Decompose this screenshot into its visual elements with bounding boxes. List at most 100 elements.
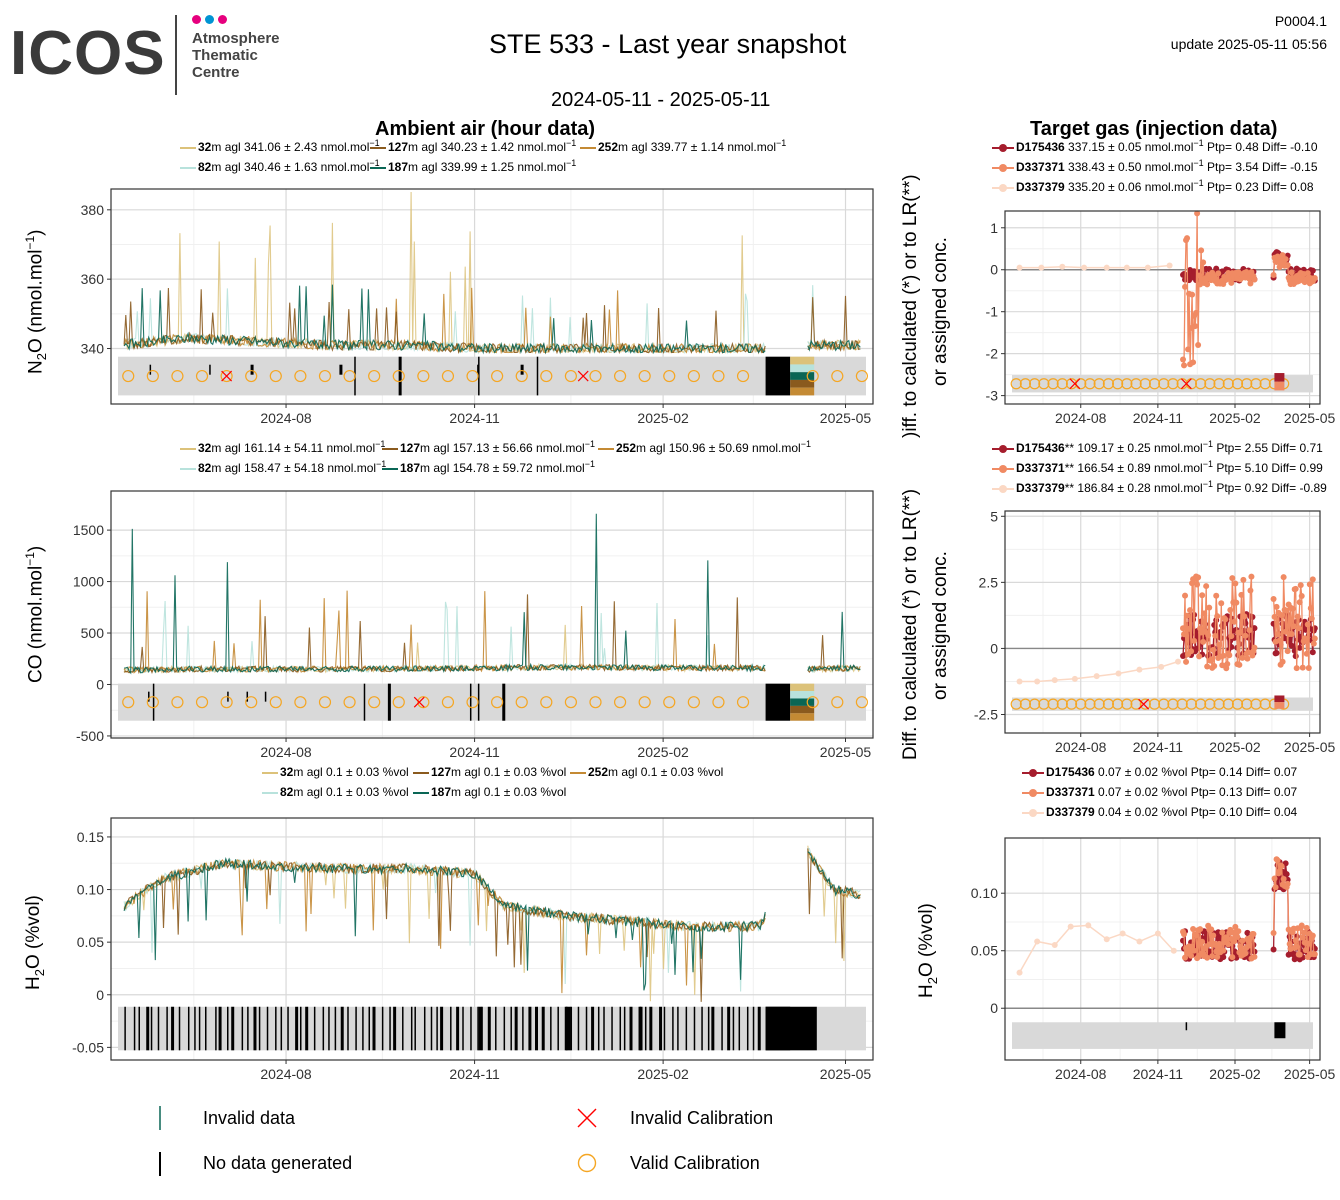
target-legend-entry: D175436 337.15 ± 0.05 nmol.mol−1 Ptp= 0.…	[992, 138, 1318, 154]
target-legend-entry: D337371 338.43 ± 0.50 nmol.mol−1 Ptp= 3.…	[992, 158, 1318, 174]
D337371-point	[1189, 291, 1196, 298]
target-section-title: Target gas (injection data)	[1030, 118, 1278, 140]
valid-calibration-marker	[1075, 378, 1087, 390]
valid-calibration-marker	[1158, 378, 1170, 390]
ambient-section-title: Ambient air (hour data)	[375, 118, 596, 140]
valid-calibration-marker	[220, 369, 233, 383]
valid-calibration-marker	[1047, 698, 1059, 710]
D337371-point	[1305, 940, 1312, 947]
invalid-data-legend-label: Invalid data	[203, 1108, 296, 1128]
ambient-legend-entry: 187m agl 0.1 ± 0.03 %vol	[413, 785, 566, 799]
valid-calibration-marker	[392, 696, 405, 709]
D337371-point	[1224, 661, 1231, 668]
panel-border	[110, 490, 874, 739]
height-flag-bar	[790, 705, 815, 714]
ambient-co-y-tick-label: -500	[76, 728, 104, 744]
D337371-point	[1190, 359, 1197, 366]
D337371-point	[1242, 950, 1249, 957]
target-h2o-x-tick-label: 2024-08	[1055, 1066, 1107, 1082]
panel-border	[110, 817, 874, 1061]
D337371-point	[1305, 665, 1312, 672]
valid-calibration-marker	[515, 696, 528, 709]
valid-calibration-marker	[663, 696, 676, 709]
252m agl-series-line	[123, 851, 861, 991]
valid-calibration-marker	[736, 369, 750, 383]
D337371-point	[1204, 954, 1211, 961]
update-timestamp: update 2025-05-11 05:56	[1170, 36, 1327, 52]
D337371-point	[1219, 929, 1226, 936]
valid-calibration-marker	[1047, 378, 1059, 390]
D175436-point	[1296, 644, 1303, 651]
target-flag-bar	[1274, 695, 1285, 703]
logo-line-2: Thematic	[192, 47, 258, 64]
D337371-point	[1246, 627, 1253, 634]
D337379-point	[1034, 938, 1041, 945]
target-n2o-y-tick-label: 1	[990, 220, 998, 236]
D175436-point	[1309, 267, 1316, 274]
target-co-x-tick-label: 2025-02	[1209, 739, 1261, 755]
D337371-point	[1186, 625, 1193, 632]
logo-dot-3	[218, 15, 227, 24]
valid-calibration-marker	[712, 369, 725, 383]
D337371-point	[1244, 655, 1251, 662]
D337371-point	[1288, 631, 1295, 638]
D337379-point	[1158, 663, 1165, 670]
ambient-h2o-x-tick-label: 2025-02	[637, 1066, 689, 1082]
ambient-n2o-y-tick-label: 340	[81, 341, 105, 357]
height-flag-bar	[790, 683, 815, 692]
ambient-n2o-panel: 340 360 380 2024-08 2024-11 2025-02 2025-05	[81, 188, 874, 426]
D337371-point	[1191, 637, 1198, 644]
valid-calibration-marker	[1102, 698, 1115, 710]
D337371-point	[1248, 573, 1255, 580]
valid-calibration-marker	[220, 696, 233, 709]
valid-calibration-marker	[1029, 378, 1041, 390]
invalid-calibration-marker	[221, 370, 233, 382]
target-n2o-x-tick-label: 2024-08	[1055, 410, 1107, 426]
D337379-point	[1051, 677, 1058, 684]
panel-border	[110, 188, 874, 405]
D175436-point	[1213, 265, 1220, 272]
ambient-h2o-y-tick-label: -0.05	[72, 1039, 104, 1055]
valid-calibration-marker	[245, 696, 258, 709]
ambient-legend-entry: 82m agl 0.1 ± 0.03 %vol	[262, 785, 409, 799]
D337371-point	[1196, 272, 1203, 279]
no-data-legend-label: No data generated	[203, 1153, 353, 1173]
D337371-point	[1306, 581, 1313, 588]
valid-calibration-marker	[831, 696, 844, 709]
D175436-point	[1288, 642, 1295, 649]
D337371-point	[1270, 595, 1277, 602]
D337371-point	[1289, 605, 1296, 612]
D175436-point	[1244, 929, 1251, 936]
invalid-calibration-legend-label: Invalid Calibration	[630, 1108, 774, 1128]
D337371-point	[1216, 940, 1223, 947]
D337371-point	[1231, 618, 1238, 625]
panel-border	[1004, 837, 1321, 1061]
height-flag-bar	[790, 698, 815, 706]
ambient-h2o-panel: -0.05 0 0.05 0.10 0.15 2024-08 2024-11 2025-02 2…	[72, 817, 874, 1082]
valid-calibration-marker	[1010, 698, 1022, 710]
valid-calibration-marker	[441, 696, 455, 709]
valid-calibration-marker	[466, 696, 479, 709]
D337371-point	[1185, 346, 1192, 353]
D337371-point	[1284, 262, 1291, 269]
valid-calibration-marker	[343, 696, 356, 709]
target-legend-entry: D175436** 109.17 ± 0.25 nmol.mol−1 Ptp= …	[992, 439, 1323, 455]
D337371-point	[1298, 592, 1305, 599]
target-legend-entry: D337379 0.04 ± 0.02 %vol Ptp= 0.10 Diff=…	[1022, 805, 1297, 819]
target-n2o-x-tick-label: 2024-11	[1133, 410, 1184, 426]
D337371-point	[1298, 922, 1305, 929]
D337371-point	[1311, 951, 1318, 958]
D337371-point	[1308, 615, 1315, 622]
invalid-calibration-legend-icon	[577, 1108, 597, 1128]
icos-logo: ICOS Atmosphere Thematic Centre	[8, 10, 298, 100]
D337371-point	[1304, 621, 1311, 628]
D337379-point	[1103, 264, 1110, 271]
page-title: STE 533 - Last year snapshot	[489, 29, 847, 59]
valid-calibration-marker	[638, 369, 651, 383]
target-legend-entry: D337379** 186.84 ± 0.28 nmol.mol−1 Ptp= …	[992, 479, 1327, 495]
ambient-co-y-tick-label: 500	[81, 625, 105, 641]
valid-calibration-marker	[806, 369, 819, 383]
D337371-point	[1251, 276, 1258, 283]
valid-calibration-marker	[1231, 698, 1244, 710]
logo-dot-2	[205, 15, 214, 24]
